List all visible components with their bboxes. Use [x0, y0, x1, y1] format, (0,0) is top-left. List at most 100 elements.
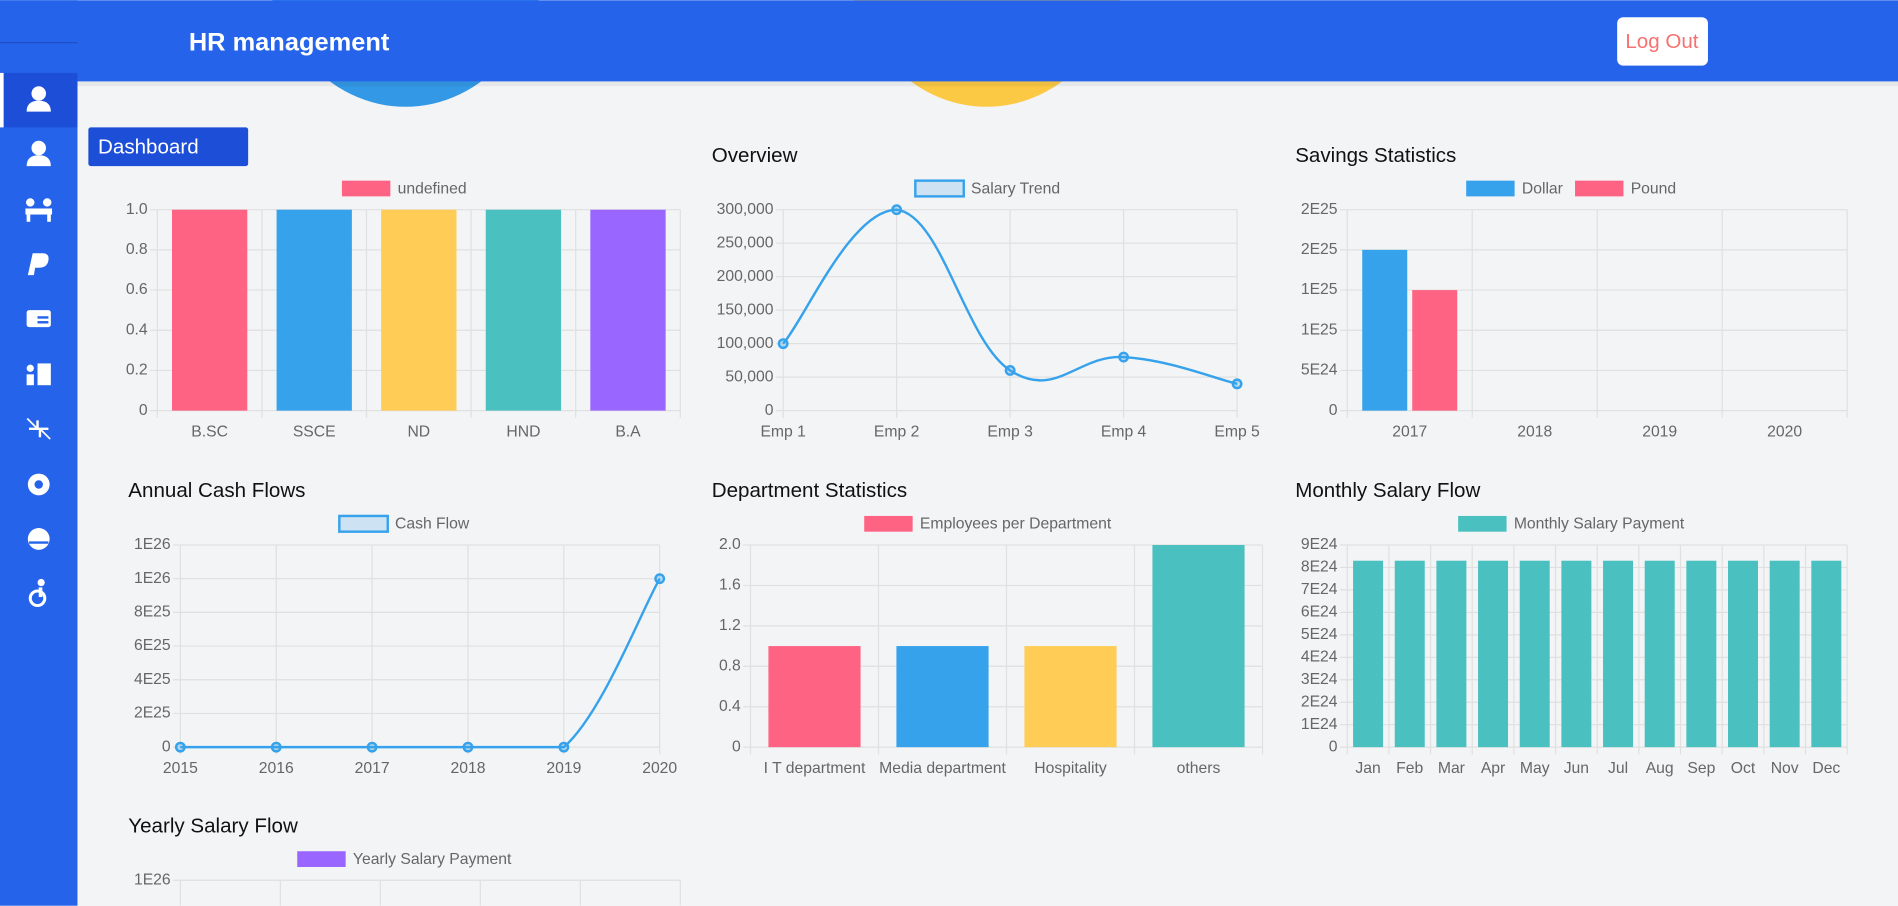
point: [174, 741, 186, 753]
icon-settings[interactable]: [27, 473, 50, 496]
x-tick-label: Jun: [1564, 760, 1589, 777]
bar: [276, 209, 352, 411]
x-tick-label: Feb: [1396, 760, 1423, 777]
x-tick-label: Jul: [1608, 760, 1628, 777]
x-tick-label: 2019: [1642, 424, 1677, 441]
x-tick-label: 2017: [1392, 424, 1427, 441]
icon-globe[interactable]: [27, 528, 50, 550]
bar: [896, 646, 989, 748]
y-tick-label: 250,000: [717, 234, 774, 251]
x-tick-label: Emp 3: [987, 424, 1033, 441]
legend-label: undefined: [398, 180, 467, 197]
x-tick-label: Sep: [1687, 760, 1715, 777]
icon-building[interactable]: [26, 363, 51, 386]
icon-compress[interactable]: [26, 417, 51, 440]
y-tick-label: 8E25: [134, 604, 171, 621]
bar: [1644, 560, 1675, 748]
tooltip: [88, 127, 249, 167]
icon-team[interactable]: [25, 198, 53, 222]
bar: [485, 209, 562, 411]
point: [558, 741, 570, 753]
point: [777, 338, 789, 350]
line: [180, 578, 661, 749]
y-tick-label: 0.6: [126, 281, 148, 298]
app-title: HR management: [189, 29, 390, 57]
legend-swatch: [341, 180, 391, 197]
y-tick-label: 100,000: [717, 335, 774, 352]
chart-title: Monthly Salary Flow: [1295, 479, 1480, 502]
legend-label: Yearly Salary Payment: [353, 851, 512, 868]
legend-swatch: [1466, 180, 1515, 197]
x-tick-label: 2020: [642, 760, 677, 777]
x-tick-label: Dec: [1812, 760, 1840, 777]
y-tick-label: 0.4: [719, 698, 741, 715]
y-tick-label: 0: [732, 738, 741, 755]
y-tick-label: 2.0: [719, 536, 741, 553]
bar: [1519, 560, 1550, 748]
point: [1004, 364, 1016, 376]
y-tick-label: 1E25: [1301, 321, 1338, 338]
y-tick-label: 7E24: [1301, 581, 1338, 598]
y-tick-label: 2E24: [1301, 693, 1338, 710]
legend-label: Monthly Salary Payment: [1514, 516, 1685, 533]
y-tick-label: 0: [765, 402, 774, 419]
legend-swatch: [914, 179, 965, 198]
legend-label: Pound: [1631, 180, 1676, 197]
y-tick-label: 1.6: [719, 577, 741, 594]
legend-swatch: [297, 851, 346, 867]
icon-payslip[interactable]: [26, 310, 51, 328]
chart-title: Yearly Salary Flow: [128, 814, 298, 837]
charts: Academicsundefined00.20.40.60.81.0B.SCSS…: [126, 144, 1848, 906]
legend-label: Dollar: [1522, 180, 1563, 197]
y-tick-label: 5E24: [1301, 362, 1338, 379]
y-tick-label: 50,000: [725, 368, 773, 385]
point: [891, 204, 903, 216]
y-tick-label: 8E24: [1301, 559, 1338, 576]
bar: [1728, 560, 1759, 748]
y-tick-label: 1E26: [134, 536, 171, 553]
legend-swatch: [864, 515, 913, 532]
icon-user[interactable]: [26, 86, 51, 112]
x-tick-label: 2020: [1767, 424, 1802, 441]
bar: [1353, 560, 1384, 748]
y-tick-label: 0: [139, 402, 148, 419]
y-tick-label: 0.8: [719, 657, 741, 674]
icon-paypal[interactable]: [27, 253, 49, 276]
logout-button[interactable]: [1617, 17, 1708, 66]
icon-accessible[interactable]: [28, 578, 47, 608]
y-tick-label: 0.4: [126, 321, 148, 338]
x-tick-label: 2015: [163, 760, 198, 777]
point: [654, 573, 666, 585]
tooltip-label: Dashboard: [98, 135, 199, 158]
x-tick-label: others: [1177, 760, 1221, 777]
x-tick-label: Hospitality: [1034, 760, 1107, 777]
x-tick-label: Emp 1: [760, 424, 805, 441]
icon-user[interactable]: [26, 140, 51, 167]
point: [462, 741, 474, 753]
sidebar: [0, 0, 78, 906]
y-tick-label: 5E24: [1301, 626, 1338, 643]
y-tick-label: 300,000: [717, 201, 774, 218]
y-tick-label: 2E25: [134, 705, 171, 722]
point: [270, 741, 282, 753]
legend-swatch: [338, 514, 389, 533]
point: [1231, 378, 1243, 390]
x-tick-label: I T department: [764, 760, 866, 777]
x-tick-label: Aug: [1646, 760, 1674, 777]
bar: [1478, 560, 1509, 748]
y-tick-label: 1E26: [134, 570, 171, 587]
x-tick-label: B.A: [615, 424, 641, 441]
x-tick-label: Oct: [1731, 760, 1756, 777]
y-tick-label: 1.2: [719, 617, 741, 634]
bar: [1603, 560, 1634, 748]
x-tick-label: ND: [407, 424, 430, 441]
x-tick-label: 2017: [355, 760, 390, 777]
bar: [768, 646, 861, 748]
x-tick-label: 2019: [546, 760, 581, 777]
logout-label[interactable]: Log Out: [1625, 30, 1698, 53]
y-tick-label: 6E24: [1301, 604, 1338, 621]
y-tick-label: 0.2: [126, 362, 148, 379]
bar: [1436, 560, 1467, 748]
